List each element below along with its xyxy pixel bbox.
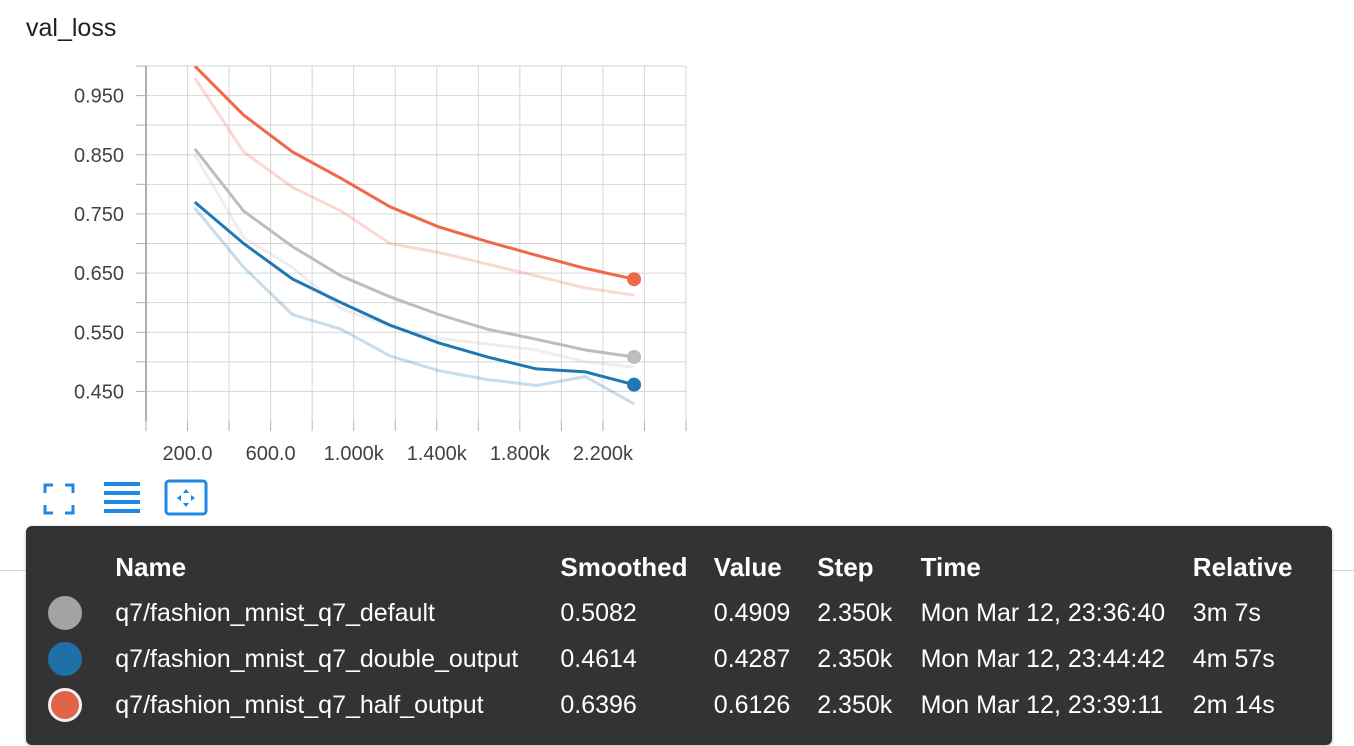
fullscreen-button[interactable] bbox=[40, 480, 78, 518]
x-tick-label: 600.0 bbox=[246, 443, 296, 465]
tooltip-table: Name Smoothed Value Step Time Relative q… bbox=[48, 544, 1332, 728]
x-tick-label: 1.000k bbox=[324, 443, 385, 465]
tooltip-panel: Name Smoothed Value Step Time Relative q… bbox=[26, 526, 1332, 745]
swatch-cell bbox=[48, 682, 115, 728]
x-tick-label: 2.200k bbox=[573, 443, 634, 465]
header-name: Name bbox=[115, 551, 187, 582]
header-value: Value bbox=[713, 551, 782, 582]
run-color-swatch bbox=[48, 596, 82, 630]
fit-domain-icon bbox=[164, 479, 208, 516]
run-value: 0.6126 bbox=[713, 690, 791, 719]
fullscreen-icon bbox=[43, 483, 75, 515]
tooltip-row: q7/fashion_mnist_q7_double_output 0.4614… bbox=[48, 636, 1332, 682]
run-name: q7/fashion_mnist_q7_default bbox=[115, 598, 435, 627]
run-relative: 2m 14s bbox=[1192, 690, 1275, 719]
run-name: q7/fashion_mnist_q7_double_output bbox=[115, 644, 519, 673]
series-smoothed-line bbox=[193, 147, 635, 359]
chart-title: val_loss bbox=[26, 14, 117, 42]
header-step: Step bbox=[817, 551, 874, 582]
x-tick-label: 1.800k bbox=[490, 443, 551, 465]
run-value: 0.4287 bbox=[713, 644, 791, 673]
series-smoothed-line bbox=[193, 200, 635, 387]
y-tick-label: 0.750 bbox=[74, 204, 124, 226]
run-smoothed: 0.4614 bbox=[560, 644, 637, 673]
series-hover-point bbox=[627, 349, 642, 364]
y-tick-label: 0.650 bbox=[74, 263, 124, 285]
run-time: Mon Mar 12, 23:36:40 bbox=[920, 598, 1166, 627]
y-tick-label: 0.850 bbox=[74, 145, 124, 167]
run-smoothed: 0.5082 bbox=[560, 598, 637, 627]
header-swatch bbox=[48, 544, 115, 590]
tooltip-header-row: Name Smoothed Value Step Time Relative bbox=[48, 544, 1332, 590]
header-time: Time bbox=[920, 551, 981, 582]
run-color-swatch bbox=[48, 688, 82, 722]
y-tick-label: 0.550 bbox=[74, 322, 124, 344]
series-raw-line bbox=[193, 154, 635, 369]
line-chart: 0.450 0.550 0.650 0.750 0.850 0.950 200.0 600.0… bbox=[74, 65, 687, 465]
series-hover-point bbox=[627, 272, 642, 287]
x-tick-label: 1.400k bbox=[407, 443, 468, 465]
run-step: 2.350k bbox=[817, 644, 893, 673]
run-relative: 3m 7s bbox=[1192, 598, 1261, 627]
series-hover-point bbox=[627, 377, 642, 392]
run-time: Mon Mar 12, 23:39:11 bbox=[920, 690, 1164, 719]
swatch-cell bbox=[48, 636, 115, 682]
header-smoothed: Smoothed bbox=[560, 551, 688, 582]
run-name: q7/fashion_mnist_q7_half_output bbox=[115, 690, 484, 719]
run-relative: 4m 57s bbox=[1192, 644, 1275, 673]
run-color-swatch bbox=[48, 642, 82, 676]
run-step: 2.350k bbox=[817, 690, 893, 719]
run-time: Mon Mar 12, 23:44:42 bbox=[920, 644, 1166, 673]
tooltip-row: q7/fashion_mnist_q7_default 0.5082 0.490… bbox=[48, 590, 1332, 636]
header-relative: Relative bbox=[1192, 551, 1293, 582]
y-tick-label: 0.950 bbox=[74, 86, 124, 108]
swatch-cell bbox=[48, 590, 115, 636]
run-value: 0.4909 bbox=[713, 598, 791, 627]
fit-domain-button[interactable] bbox=[164, 479, 208, 517]
data-table-button[interactable] bbox=[102, 480, 142, 518]
series-smoothed-line bbox=[193, 66, 635, 281]
y-tick-label: 0.450 bbox=[74, 381, 124, 403]
x-tick-label: 200.0 bbox=[163, 443, 213, 465]
series-raw-line bbox=[193, 207, 635, 406]
series-raw-line bbox=[193, 76, 635, 297]
tooltip-row: q7/fashion_mnist_q7_half_output 0.6396 0… bbox=[48, 682, 1332, 728]
run-smoothed: 0.6396 bbox=[560, 690, 637, 719]
data-table-icon bbox=[104, 482, 140, 513]
run-step: 2.350k bbox=[817, 598, 893, 627]
